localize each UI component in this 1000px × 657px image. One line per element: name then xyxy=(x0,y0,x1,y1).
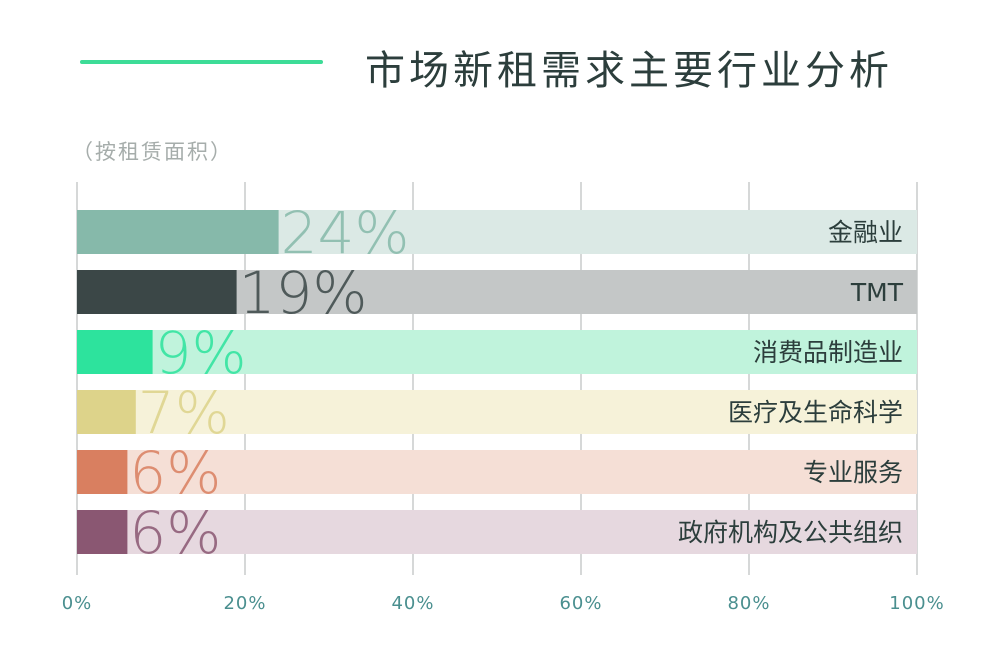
bar-track-4 xyxy=(77,450,917,494)
bar-1 xyxy=(77,270,237,314)
category-label-4: 专业服务 xyxy=(803,458,903,487)
bar-track-2 xyxy=(77,330,917,374)
bar-5 xyxy=(77,510,128,554)
x-tick-label-2: 40% xyxy=(391,593,434,614)
bar-4 xyxy=(77,450,128,494)
bar-value-label-5: 6% xyxy=(129,499,221,567)
chart-title: 市场新租需求主要行业分析 xyxy=(365,48,893,94)
category-label-1: TMT xyxy=(850,278,904,307)
bar-track-5 xyxy=(77,510,917,554)
title-accent-line xyxy=(80,60,323,64)
category-label-0: 金融业 xyxy=(828,218,903,247)
bar-value-label-2: 9% xyxy=(155,319,247,387)
bar-value-label-4: 6% xyxy=(129,439,221,507)
bar-value-label-0: 24% xyxy=(281,199,410,267)
bar-0 xyxy=(77,210,279,254)
bar-value-label-3: 7% xyxy=(138,379,230,447)
x-tick-label-3: 60% xyxy=(559,593,602,614)
bar-2 xyxy=(77,330,153,374)
bar-track-3 xyxy=(77,390,917,434)
category-label-3: 医疗及生命科学 xyxy=(728,398,903,427)
x-tick-label-0: 0% xyxy=(62,593,93,614)
x-tick-label-1: 20% xyxy=(223,593,266,614)
bar-3 xyxy=(77,390,136,434)
chart-subtitle: （按租赁面积） xyxy=(72,140,233,164)
category-label-5: 政府机构及公共组织 xyxy=(678,518,903,547)
x-tick-label-5: 100% xyxy=(889,593,944,614)
x-tick-label-4: 80% xyxy=(727,593,770,614)
bar-value-label-1: 19% xyxy=(239,259,368,327)
category-label-2: 消费品制造业 xyxy=(753,338,903,367)
